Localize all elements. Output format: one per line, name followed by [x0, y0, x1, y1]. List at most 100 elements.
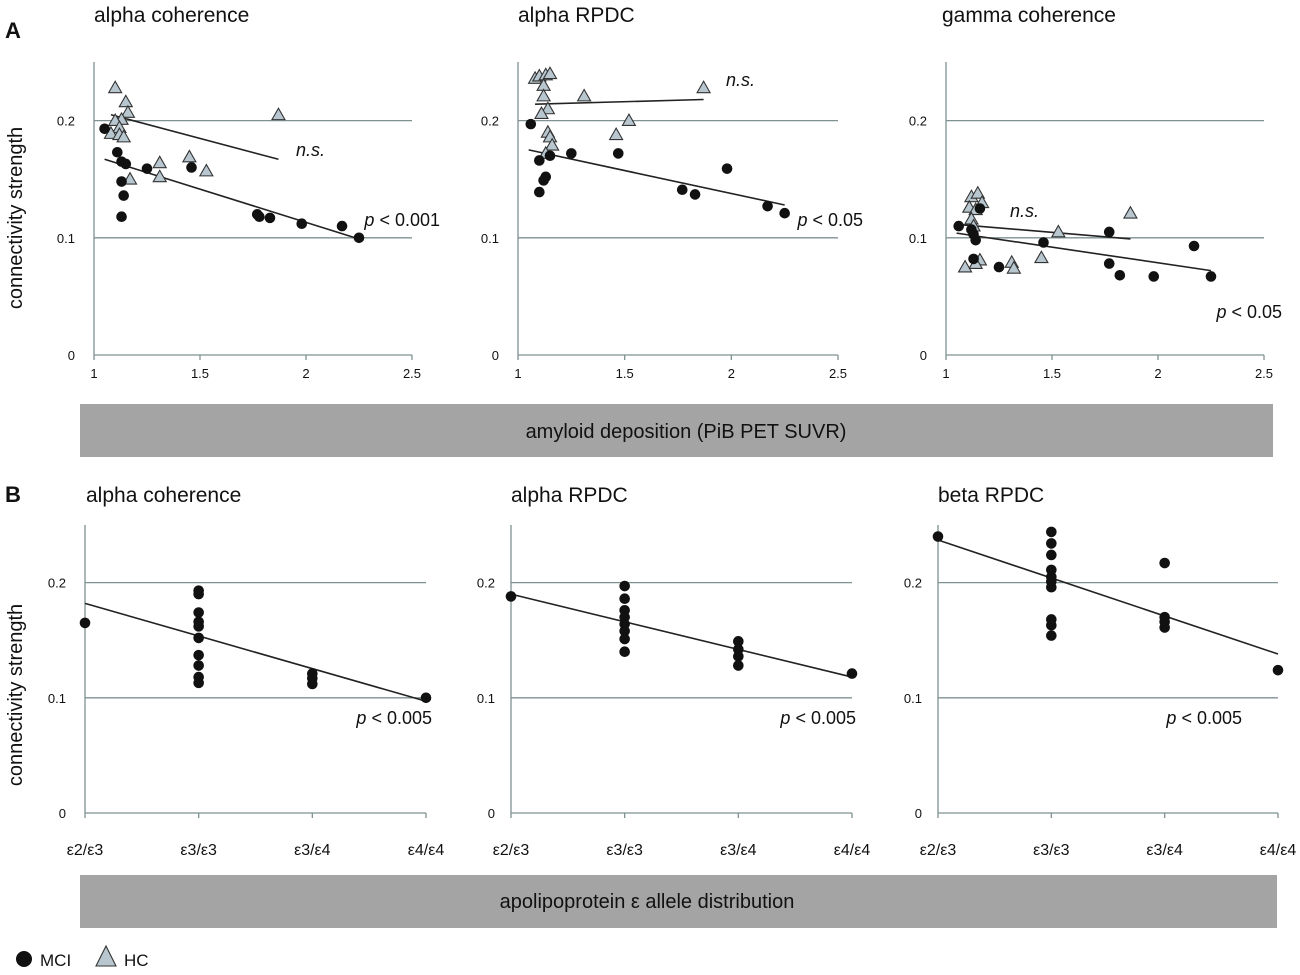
charts: alpha coherence 0 0.1 0.2 1 1.5 2 2.5 p < 0.001 n…: [48, 4, 1296, 859]
point-mci: [619, 625, 630, 637]
panel-label-a: A: [5, 18, 21, 43]
y-tick-label: 0.1: [477, 691, 495, 706]
point-mci: [1148, 271, 1160, 282]
legend-mci-label: MCI: [40, 951, 71, 970]
point-mci: [264, 212, 276, 224]
point-mci: [505, 591, 517, 602]
x-tick-label: ε3/ε3: [180, 842, 217, 859]
fit-line-mci: [956, 232, 1212, 272]
point-hc: [116, 129, 132, 143]
legend-hc-marker: [95, 944, 117, 967]
point-mci: [1038, 237, 1049, 248]
y-tick-label: 0.1: [481, 231, 499, 246]
point-mci: [619, 646, 630, 658]
point-mci: [116, 176, 127, 187]
x-tick-label: ε3/ε3: [606, 842, 643, 859]
x-tick-label: 1: [942, 366, 949, 381]
annotation-mci: p < 0.001: [363, 210, 440, 230]
point-mci: [193, 632, 204, 644]
fit-line-hc: [962, 224, 1131, 240]
fit-line-mci: [510, 593, 853, 678]
point-mci: [612, 148, 624, 159]
annotation-hc: n.s.: [296, 140, 325, 160]
point-hc: [608, 127, 624, 141]
point-mci: [538, 175, 549, 186]
point-mci: [141, 163, 153, 174]
point-mci: [99, 123, 110, 135]
x-tick-label: ε3/ε4: [720, 842, 757, 859]
point-mci: [193, 588, 204, 600]
annotation-mci: p < 0.05: [796, 210, 863, 230]
point-mci: [1046, 549, 1057, 561]
point-hc: [152, 169, 168, 183]
x-tick-label: ε2/ε3: [493, 842, 530, 859]
y-tick-label: 0: [59, 806, 66, 821]
chart-title: alpha RPDC: [511, 484, 628, 507]
point-mci: [721, 163, 733, 174]
point-mci: [846, 668, 858, 679]
point-mci: [676, 184, 688, 196]
annotation-mci: p < 0.05: [1215, 302, 1282, 322]
point-mci: [186, 162, 197, 173]
point-mci: [1046, 630, 1057, 641]
point-hc: [970, 185, 986, 199]
point-hc: [540, 101, 556, 115]
fit-line-hc: [535, 98, 704, 105]
y-tick-label: 0: [920, 348, 927, 363]
point-mci: [762, 200, 773, 212]
point-mci: [1046, 538, 1057, 549]
y-tick-label: 0: [492, 348, 499, 363]
point-mci: [993, 261, 1005, 273]
point-hc: [118, 94, 134, 108]
point-mci: [1046, 581, 1057, 593]
point-mci: [525, 118, 537, 130]
point-mci: [120, 158, 132, 170]
point-hc: [957, 259, 973, 273]
point-mci: [193, 621, 204, 632]
x-tick-label: ε3/ε4: [294, 842, 331, 859]
y-tick-label: 0.1: [904, 691, 922, 706]
legend-mci-marker: [16, 951, 32, 967]
x-band-a: [80, 404, 1273, 457]
point-mci: [116, 211, 127, 223]
point-hc: [1050, 224, 1066, 238]
fit-line-mci: [937, 539, 1279, 655]
y-tick-label: 0.2: [477, 576, 495, 591]
point-hc: [1122, 205, 1138, 219]
y-tick-label: 0: [915, 806, 922, 821]
point-hc: [181, 149, 197, 163]
point-hc: [544, 137, 560, 151]
x-tick-label: ε2/ε3: [67, 842, 104, 859]
point-hc: [542, 66, 558, 80]
y-tick-label: 0.2: [48, 576, 66, 591]
chart-title: beta RPDC: [938, 484, 1044, 507]
y-tick-label: 0.2: [57, 114, 75, 129]
point-hc: [536, 88, 552, 102]
chart-title: gamma coherence: [942, 4, 1116, 27]
y-tick-label: 0: [68, 348, 75, 363]
legend-hc-label: HC: [124, 951, 149, 970]
point-mci: [112, 146, 123, 158]
y-tick-label: 0.1: [909, 231, 927, 246]
point-hc: [120, 104, 136, 118]
x-tick-label: ε2/ε3: [920, 842, 957, 859]
point-mci: [1188, 240, 1200, 252]
panel-label-b: B: [5, 482, 21, 507]
x-tick-label: 2.5: [1255, 366, 1273, 381]
point-mci: [307, 678, 318, 690]
point-mci: [932, 531, 944, 542]
x-band-a-label: amyloid deposition (PiB PET SUVR): [526, 421, 847, 443]
chart-panel-2: alpha RPDC 0 0.1 0.2 1 1.5 2 2.5 p < 0.05 n.s.: [481, 4, 863, 381]
point-mci: [534, 186, 545, 198]
x-tick-label: 1: [90, 366, 97, 381]
chart-panel-4: alpha coherence 0 0.1 0.2 ε2/ε3 ε3/ε3 ε3/ε4 ε4/…: [48, 484, 444, 859]
x-band-b-label: apolipoprotein ε allele distribution: [500, 891, 795, 913]
x-tick-label: 2: [302, 366, 309, 381]
x-tick-label: ε4/ε4: [408, 842, 445, 859]
legend: MCI HC: [16, 944, 149, 970]
point-hc: [576, 88, 592, 102]
point-mci: [254, 211, 265, 223]
x-tick-label: ε4/ε4: [1260, 842, 1297, 859]
point-mci: [733, 636, 744, 647]
x-tick-label: 2: [1154, 366, 1161, 381]
